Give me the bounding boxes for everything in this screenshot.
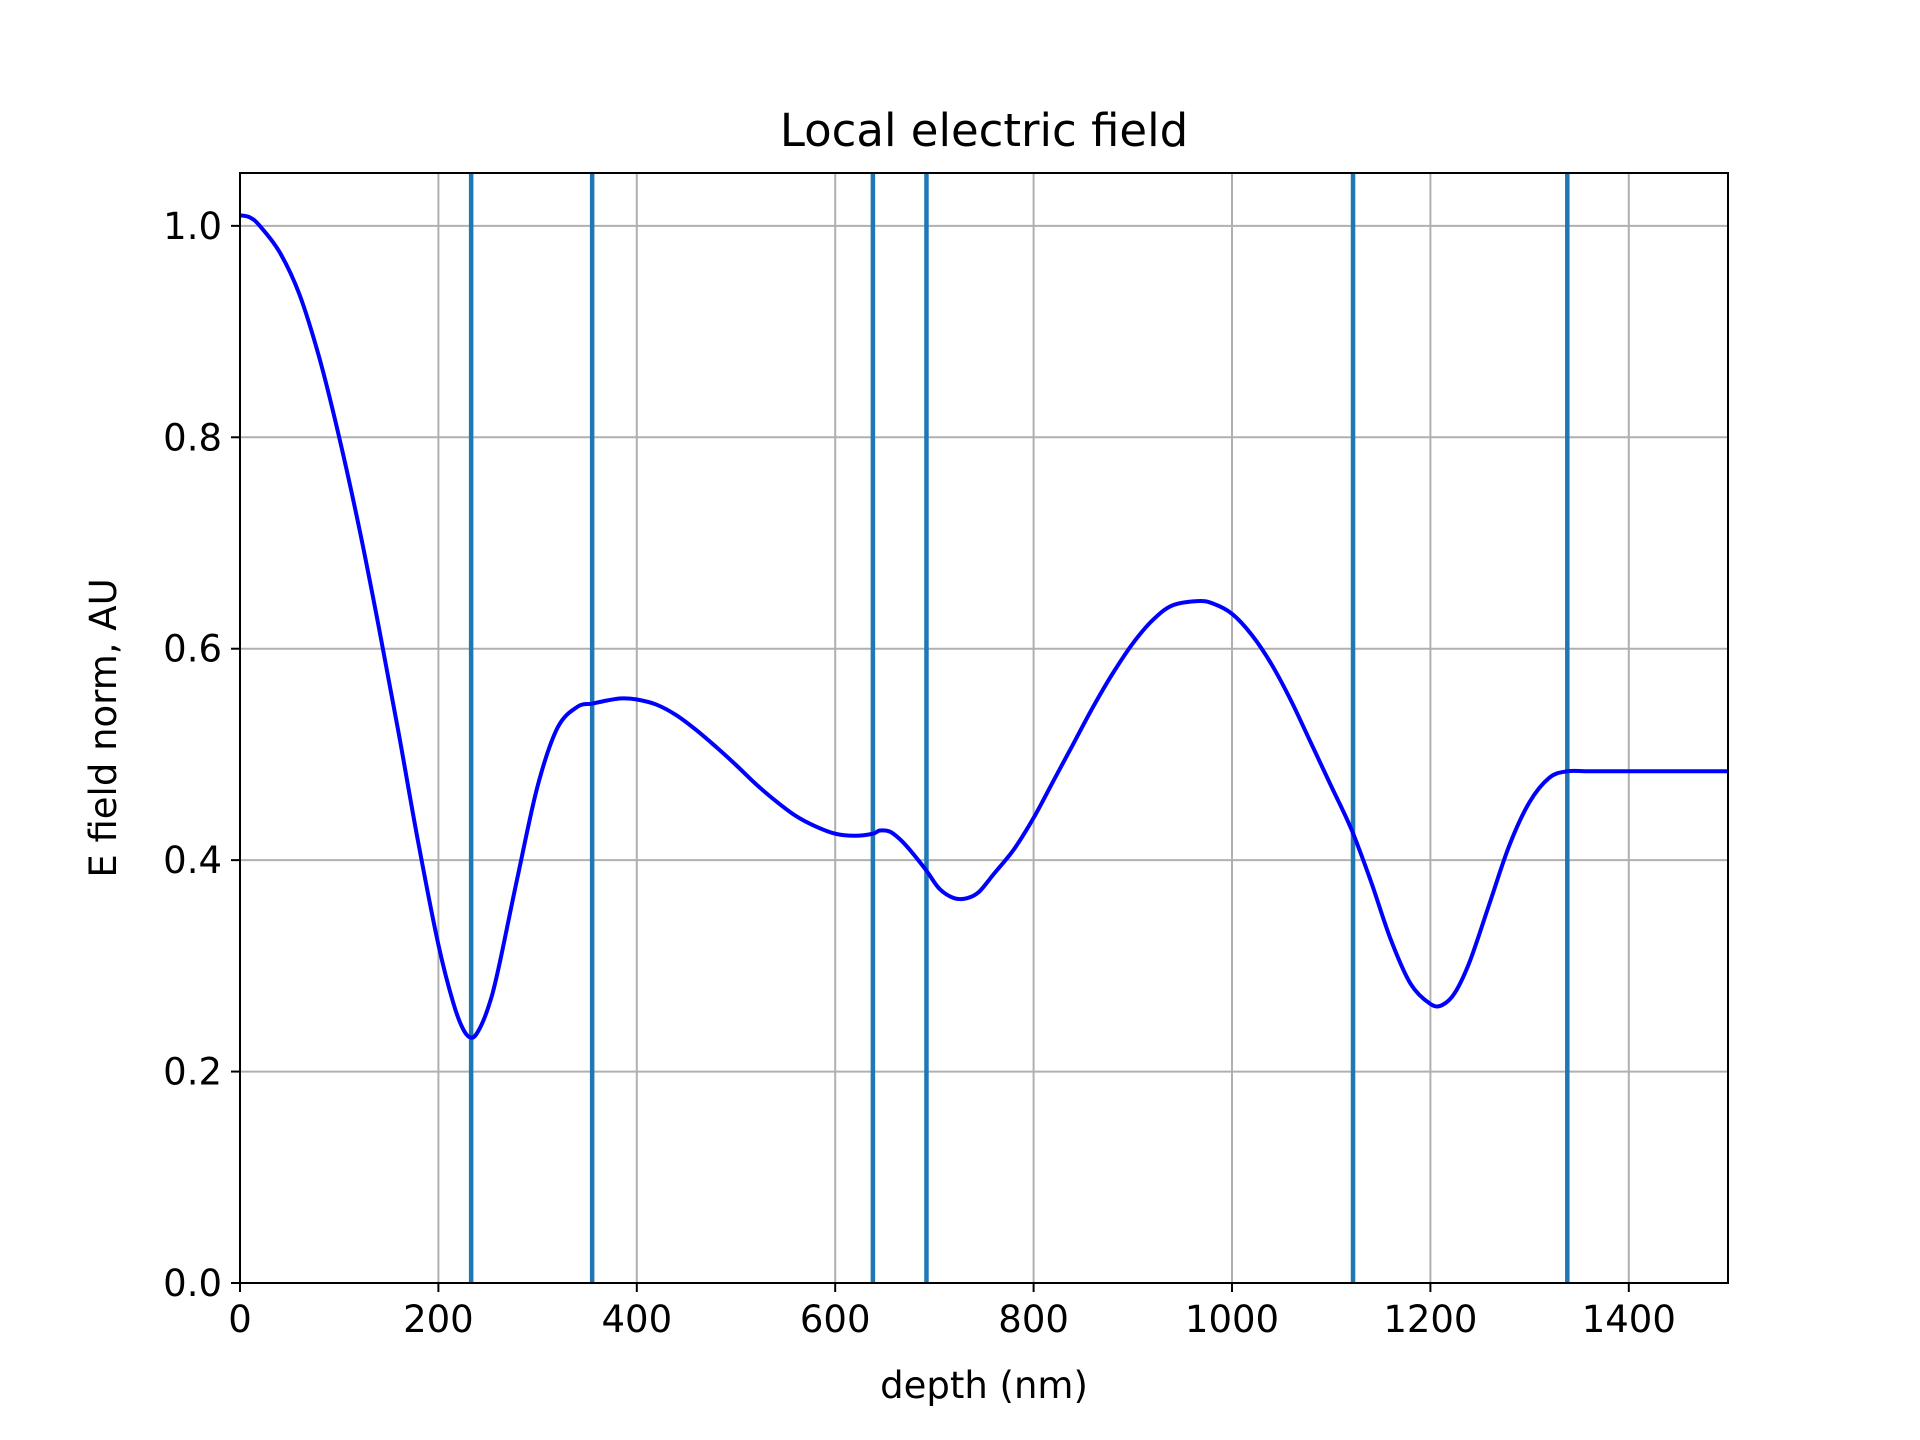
y-axis: 0.0 0.2 0.4 0.6 0.8 1.0 xyxy=(163,205,240,1305)
x-tick-label: 1400 xyxy=(1582,1298,1676,1341)
y-tick-label: 0.0 xyxy=(163,1262,222,1305)
x-axis-label: depth (nm) xyxy=(880,1364,1088,1407)
x-tick-label: 0 xyxy=(228,1298,252,1341)
x-tick-label: 1000 xyxy=(1185,1298,1279,1341)
x-tick-label: 600 xyxy=(800,1298,871,1341)
x-tick-label: 800 xyxy=(998,1298,1069,1341)
y-tick-label: 0.6 xyxy=(163,628,222,671)
y-tick-label: 0.2 xyxy=(163,1051,222,1094)
y-tick-label: 1.0 xyxy=(163,205,222,248)
plot-area xyxy=(240,173,1728,1283)
x-tick-label: 400 xyxy=(601,1298,672,1341)
y-tick-label: 0.8 xyxy=(163,416,222,459)
series-layer xyxy=(240,213,1728,1040)
x-tick-label: 1200 xyxy=(1383,1298,1477,1341)
y-tick-label: 0.4 xyxy=(163,839,222,882)
x-tick-label: 200 xyxy=(403,1298,474,1341)
y-axis-label: E field norm, AU xyxy=(82,578,125,877)
vertical-markers xyxy=(468,173,1570,1283)
axes-frame xyxy=(239,172,1729,1284)
e-field-series-line xyxy=(240,213,1728,1040)
chart-title: Local electric field xyxy=(780,104,1188,157)
x-axis: 0 200 400 600 800 1000 1200 1400 xyxy=(228,1283,1676,1341)
